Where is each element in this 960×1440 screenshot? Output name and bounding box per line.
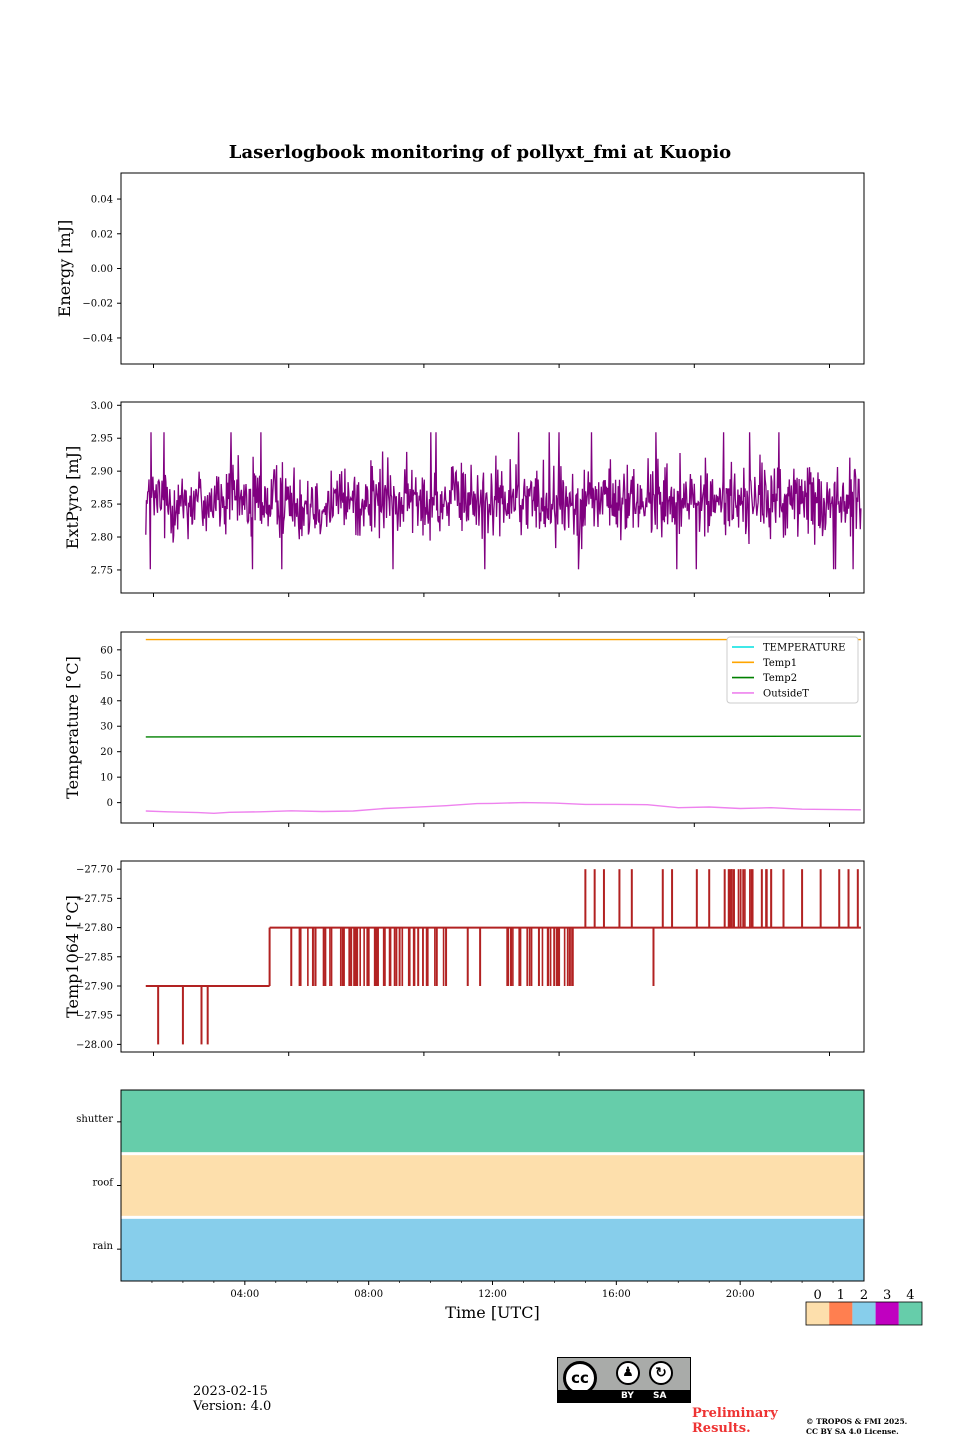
ytick-label-temperature-2: 40: [100, 696, 113, 707]
xtick-label-16:00: 16:00: [602, 1289, 631, 1300]
figure-title: Laserlogbook monitoring of pollyxt_fmi a…: [229, 142, 731, 163]
yaxis-label-extpyro: ExtPyro [mJ]: [63, 446, 82, 549]
colorbar-tick-3: 3: [883, 1288, 891, 1303]
copyright-line-1: © TROPOS & FMI 2025.: [806, 1417, 908, 1426]
ytick-label-extpyro-0: 3.00: [91, 401, 113, 412]
ytick-label-energy-3: −0.02: [82, 299, 113, 310]
ytick-label-temperature-6: 0: [107, 798, 113, 809]
ytick-label-rain: rain: [93, 1241, 114, 1252]
colorbar-frame: [805, 1301, 923, 1326]
sa-share-icon: ↻: [649, 1361, 673, 1385]
legend-label-Temp2: Temp2: [763, 673, 797, 684]
series-ExtPyro: [145, 432, 862, 570]
preliminary-notice: Preliminary Results.: [692, 1406, 778, 1436]
ytick-label-temp1064-1: −27.75: [76, 894, 113, 905]
xtick-label-20:00: 20:00: [726, 1289, 755, 1300]
ytick-label-extpyro-1: 2.95: [91, 434, 113, 445]
xtick-label-04:00: 04:00: [230, 1289, 259, 1300]
panel-flags: shutter roof rain 04:00 08:00 12:00 16:00 20:00…: [76, 1089, 923, 1326]
flag-row-roof: [121, 1155, 864, 1216]
ytick-label-temp1064-2: −27.80: [76, 923, 113, 934]
by-label: BY: [621, 1391, 634, 1401]
ytick-label-energy-2: 0.00: [91, 264, 113, 275]
xtick-label-08:00: 08:00: [354, 1289, 383, 1300]
ytick-label-extpyro-5: 2.75: [91, 565, 113, 576]
colorbar-tick-4: 4: [906, 1288, 914, 1303]
ytick-label-energy-4: −0.04: [82, 333, 113, 344]
flag-row-shutter: [121, 1090, 864, 1153]
legend-label-OutsideT: OutsideT: [763, 688, 809, 699]
cc-icon: cc: [563, 1361, 597, 1395]
ytick-label-temperature-5: 10: [100, 773, 113, 784]
legend-box: [726, 636, 859, 704]
series-OutsideT: [145, 801, 861, 815]
ytick-label-energy-1: 0.02: [91, 229, 113, 240]
copyright-notice: © TROPOS & FMI 2025. CC BY SA 4.0 Licens…: [806, 1417, 907, 1437]
colorbar-swatch-1: [829, 1302, 853, 1325]
panel-extpyro: 3.00 2.95 2.90 2.85 2.80 2.75 ExtPyro [mJ]: [63, 401, 865, 597]
colorbar-tick-1: 1: [837, 1288, 845, 1303]
series-Temp2: [145, 735, 861, 738]
legend-label-TEMPERATURE: TEMPERATURE: [763, 643, 845, 654]
ytick-label-temp1064-6: −28.00: [76, 1040, 113, 1051]
legend-label-Temp1: Temp1: [763, 658, 797, 669]
panel-temp1064: −27.70 −27.75 −27.80 −27.85 −27.90 −27.95 −28.…: [63, 860, 865, 1056]
by-person-icon: ♟: [616, 1361, 640, 1385]
ytick-label-extpyro-4: 2.80: [91, 533, 113, 544]
ytick-label-temperature-3: 30: [100, 722, 113, 733]
ytick-label-temperature-1: 50: [100, 671, 113, 682]
xaxis-label: Time [UTC]: [445, 1303, 539, 1322]
ytick-label-temp1064-0: −27.70: [76, 865, 113, 876]
frame-energy: [120, 172, 865, 365]
ytick-label-extpyro-2: 2.90: [91, 467, 113, 478]
cc-badge-bar: [558, 1390, 690, 1402]
panel-temperature: 60 50 40 30 20 10 0 Temperature [°C] TEMPERATURE…: [63, 631, 865, 827]
colorbar-swatch-3: [875, 1302, 899, 1325]
cc-license-badge: cc ♟ ↻ BY SA: [557, 1357, 691, 1403]
colorbar-tick-2: 2: [860, 1288, 868, 1303]
ytick-label-temperature-4: 20: [100, 747, 113, 758]
preliminary-line-1: Preliminary: [692, 1406, 778, 1421]
ytick-label-temp1064-4: −27.90: [76, 981, 113, 992]
colorbar-swatch-4: [898, 1302, 922, 1325]
panel-energy: 0.04 0.02 0.00 −0.02 −0.04 Energy [mJ]: [55, 172, 865, 368]
yaxis-label-temperature: Temperature [°C]: [63, 656, 82, 799]
copyright-line-2: CC BY SA 4.0 License.: [806, 1427, 899, 1436]
ytick-label-temp1064-5: −27.95: [76, 1011, 113, 1022]
version-label: Version: 4.0: [193, 1399, 272, 1414]
yaxis-label-energy: Energy [mJ]: [55, 220, 74, 318]
colorbar-swatch-2: [852, 1302, 876, 1325]
flag-row-rain: [121, 1218, 864, 1281]
ytick-label-temperature-0: 60: [100, 645, 113, 656]
ytick-label-roof: roof: [92, 1178, 114, 1189]
xtick-label-12:00: 12:00: [478, 1289, 507, 1300]
ytick-label-energy-0: 0.04: [91, 195, 113, 206]
date-label: 2023-02-15: [193, 1384, 268, 1399]
ytick-label-shutter: shutter: [76, 1114, 113, 1125]
colorbar-tick-0: 0: [813, 1288, 821, 1303]
ytick-label-temp1064-3: −27.85: [76, 952, 113, 963]
preliminary-line-2: Results.: [692, 1421, 751, 1436]
footer-info: 2023-02-15 Version: 4.0: [193, 1384, 271, 1414]
sa-label: SA: [653, 1391, 667, 1401]
colorbar-swatch-0: [806, 1302, 830, 1325]
yaxis-label-temp1064: Temp1064 [°C]: [63, 895, 82, 1018]
ytick-label-extpyro-3: 2.85: [91, 500, 113, 511]
